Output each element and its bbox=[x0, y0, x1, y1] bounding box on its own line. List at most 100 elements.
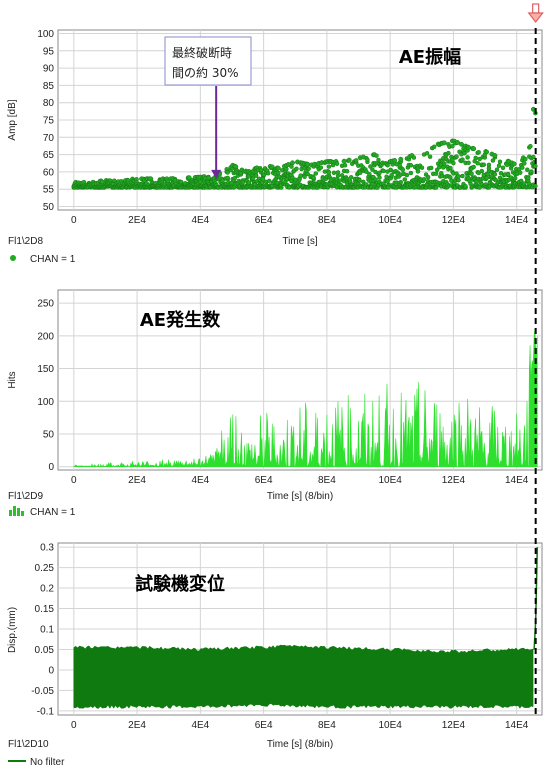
y-tick-label: 50 bbox=[43, 430, 55, 441]
legend-icon-hits bbox=[9, 506, 24, 516]
y-tick-label: 0.05 bbox=[35, 645, 55, 656]
data-point bbox=[442, 161, 447, 166]
x-axis-label-displacement: Time [s] (8/bin) bbox=[267, 739, 333, 750]
data-point bbox=[240, 179, 246, 185]
panel-hits: 0 50 100 150 200 250 0 2E4 4E4 6E4 8E4 10E4 12E4 14E… bbox=[7, 289, 543, 518]
x-tick-label: 10E4 bbox=[378, 215, 402, 226]
x-tick-label: 14E4 bbox=[505, 475, 529, 486]
data-point bbox=[377, 175, 382, 180]
channel-label-displacement: Fl1\2D10 bbox=[8, 739, 49, 750]
annotation-30-percent: 最終破断時 間の約 30% bbox=[164, 36, 252, 179]
legend-text-hits: CHAN = 1 bbox=[30, 507, 76, 518]
data-point bbox=[466, 144, 472, 150]
data-point bbox=[404, 172, 410, 178]
data-point bbox=[318, 165, 324, 170]
y-tick-label: 65 bbox=[43, 150, 55, 161]
x-tick-label: 2E4 bbox=[128, 215, 146, 226]
data-point bbox=[392, 158, 398, 163]
y-tick-label: 55 bbox=[43, 185, 55, 196]
data-point bbox=[99, 179, 105, 185]
channel-label-hits: Fl1\2D9 bbox=[8, 491, 43, 502]
y-tick-label: 0.25 bbox=[35, 563, 55, 574]
data-point bbox=[460, 173, 465, 179]
data-point bbox=[225, 170, 230, 175]
data-point bbox=[290, 160, 295, 166]
data-point bbox=[408, 163, 414, 168]
legend-marker-amplitude bbox=[10, 255, 16, 261]
chart-title-hits: AE発生数 bbox=[140, 309, 221, 331]
data-point bbox=[460, 157, 465, 162]
data-point bbox=[298, 173, 303, 178]
x-tick-label: 4E4 bbox=[191, 720, 209, 731]
data-point bbox=[348, 175, 354, 180]
data-point bbox=[331, 170, 337, 176]
data-point bbox=[462, 150, 467, 156]
data-point bbox=[473, 155, 478, 161]
x-tick-label: 6E4 bbox=[255, 720, 273, 731]
displacement-series-band bbox=[73, 644, 534, 709]
data-point bbox=[385, 162, 390, 168]
y-tick-label: 0.15 bbox=[35, 604, 55, 615]
y-tick-label: 200 bbox=[37, 331, 54, 342]
data-point bbox=[455, 140, 460, 145]
data-point bbox=[492, 153, 498, 158]
data-point bbox=[451, 160, 456, 166]
data-point bbox=[427, 154, 433, 159]
data-point bbox=[357, 177, 362, 183]
data-point bbox=[533, 183, 538, 189]
data-point bbox=[496, 163, 502, 168]
data-point bbox=[505, 172, 511, 177]
x-tick-label: 8E4 bbox=[318, 215, 336, 226]
y-tick-label: 0.3 bbox=[40, 543, 54, 554]
x-tick-label: 6E4 bbox=[255, 215, 273, 226]
x-tick-label: 4E4 bbox=[191, 475, 209, 486]
marks-hits bbox=[73, 328, 538, 468]
data-point bbox=[311, 175, 316, 181]
data-point bbox=[497, 159, 503, 165]
y-tick-label: 100 bbox=[37, 397, 54, 408]
data-point bbox=[494, 167, 500, 172]
data-point bbox=[446, 150, 451, 156]
data-point bbox=[520, 165, 525, 170]
y-tick-label: -0.1 bbox=[37, 706, 55, 717]
data-point bbox=[246, 180, 252, 185]
data-point bbox=[456, 174, 461, 179]
data-point bbox=[381, 168, 386, 174]
chart-title-displacement: 試験機変位 bbox=[135, 573, 225, 595]
data-point bbox=[450, 143, 455, 149]
data-point bbox=[411, 155, 417, 160]
data-point bbox=[302, 174, 307, 180]
data-point bbox=[523, 156, 528, 162]
data-point bbox=[344, 168, 350, 174]
data-point bbox=[469, 171, 474, 177]
data-point bbox=[276, 170, 281, 176]
x-tick-label: 14E4 bbox=[505, 215, 529, 226]
data-point bbox=[389, 173, 394, 178]
data-point bbox=[526, 175, 531, 181]
legend-text-displacement: No filter bbox=[30, 757, 65, 768]
data-point bbox=[365, 157, 370, 163]
x-tick-label: 2E4 bbox=[128, 475, 146, 486]
data-point bbox=[484, 175, 490, 181]
y-tick-label: 0.1 bbox=[40, 625, 54, 636]
data-point bbox=[353, 158, 359, 163]
data-point bbox=[335, 170, 341, 175]
data-point bbox=[428, 165, 434, 171]
data-point bbox=[456, 177, 461, 183]
data-point bbox=[415, 169, 421, 174]
data-point bbox=[258, 167, 264, 173]
data-point bbox=[364, 169, 369, 174]
y-tick-label: 85 bbox=[43, 81, 55, 92]
data-point bbox=[533, 163, 538, 169]
x-ticks-hits: 0 2E4 4E4 6E4 8E4 10E4 12E4 14E4 bbox=[71, 475, 529, 486]
data-point bbox=[529, 169, 534, 174]
data-point bbox=[275, 165, 281, 171]
marks-amplitude bbox=[71, 106, 538, 190]
data-point bbox=[448, 165, 453, 171]
y-tick-label: 75 bbox=[43, 116, 55, 127]
data-point bbox=[402, 177, 408, 182]
data-point bbox=[531, 154, 536, 160]
y-tick-label: 0 bbox=[48, 665, 54, 676]
x-tick-label: 12E4 bbox=[442, 215, 466, 226]
data-point bbox=[433, 171, 439, 176]
